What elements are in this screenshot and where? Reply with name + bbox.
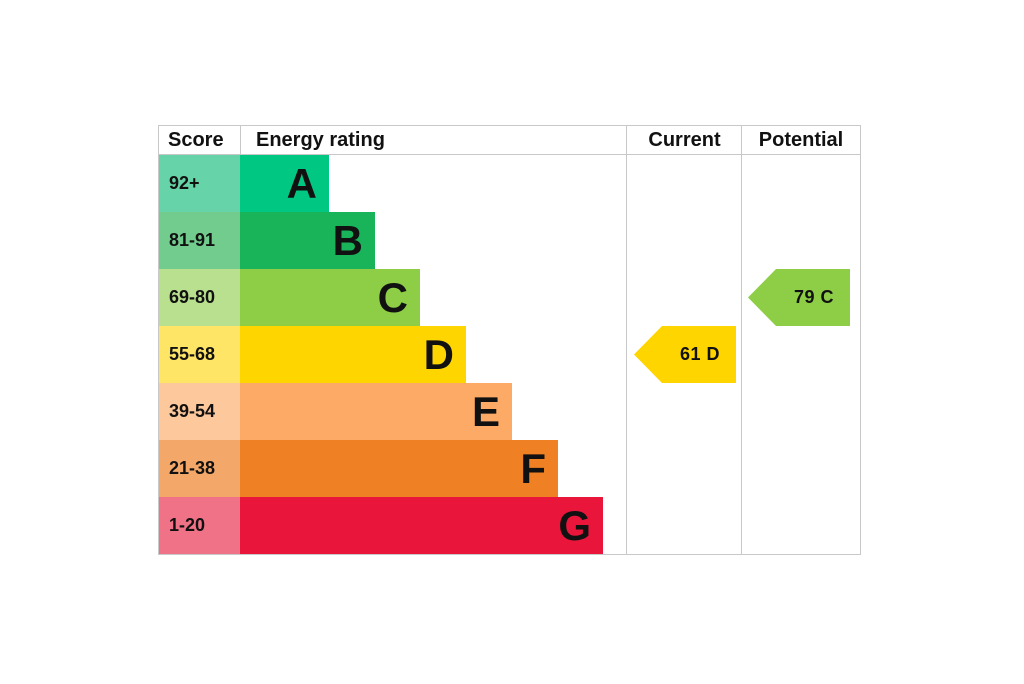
rating-bar-c: C <box>240 269 420 326</box>
score-header: Score <box>168 129 224 151</box>
potential-rating-arrow: 79 C <box>748 269 850 326</box>
energy-rating-chart: Score Energy rating Current Potential 92… <box>158 125 861 555</box>
current-header: Current <box>648 129 721 151</box>
score-range-c: 69-80 <box>159 269 240 326</box>
potential-column-divider <box>741 126 742 554</box>
rating-bar-a: A <box>240 155 329 212</box>
score-range-d: 55-68 <box>159 326 240 383</box>
energy-rating-header: Energy rating <box>256 129 385 151</box>
header-divider <box>159 154 860 155</box>
score-range-e: 39-54 <box>159 383 240 440</box>
current-rating-arrow: 61 D <box>634 326 736 383</box>
rating-bar-g: G <box>240 497 603 554</box>
current-column-divider <box>626 126 627 554</box>
score-range-f: 21-38 <box>159 440 240 497</box>
rating-bar-b: B <box>240 212 375 269</box>
potential-header: Potential <box>758 129 844 151</box>
rating-bar-f: F <box>240 440 558 497</box>
score-range-b: 81-91 <box>159 212 240 269</box>
score-range-g: 1-20 <box>159 497 240 554</box>
potential-rating-label: 79 C <box>793 287 835 307</box>
current-rating-label: 61 D <box>679 344 721 364</box>
score-range-a: 92+ <box>159 155 240 212</box>
score-column-divider <box>240 126 241 154</box>
rating-bar-e: E <box>240 383 512 440</box>
rating-bar-d: D <box>240 326 466 383</box>
